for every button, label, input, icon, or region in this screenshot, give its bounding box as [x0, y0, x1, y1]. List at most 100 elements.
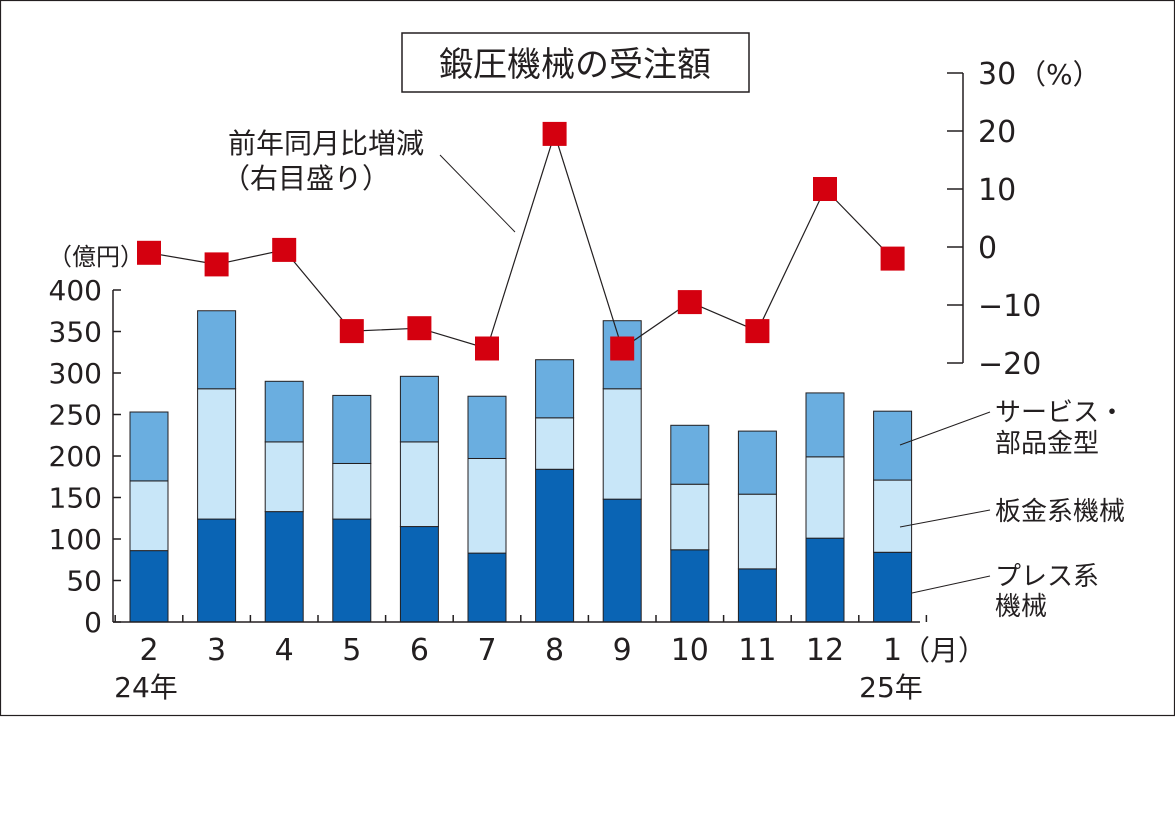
bar-segment-3-3: [197, 310, 237, 390]
bar-segment-1-10: [670, 549, 710, 623]
left-tick-label: 400: [49, 274, 102, 307]
yoy-marker-9: [610, 336, 635, 361]
x-tick-label: 9: [613, 633, 632, 668]
yoy-marker-2: [137, 240, 161, 265]
bar-segment-2-10: [670, 483, 710, 551]
yoy-marker-3: [204, 252, 229, 277]
bar-segment-1-9: [602, 498, 642, 623]
series-label-1: 機械: [995, 592, 1047, 622]
series-label-2: 板金系機械: [995, 497, 1125, 527]
bar-segment-1-5: [332, 518, 372, 623]
series-leader-2: [899, 509, 991, 528]
series-label-1: プレス系: [995, 562, 1099, 592]
bar-segment-3-1: [873, 410, 913, 481]
x-tick-label: 1: [883, 633, 902, 668]
yoy-label-line2: （右目盛り）: [222, 162, 390, 195]
left-tick-label: 350: [49, 316, 102, 349]
x-tick-label: 3: [207, 633, 226, 668]
left-tick-label: 0: [84, 606, 102, 639]
left-tick-label: 50: [66, 565, 102, 598]
bar-segment-2-2: [129, 480, 169, 552]
bar-segment-1-3: [197, 518, 237, 623]
yoy-marker-4: [272, 237, 297, 262]
x-axis: 2 3 4 5 6 7 8 9 10 11 12 1 （月） 24年 25年: [113, 615, 986, 704]
year-label-end: 25年: [859, 671, 923, 704]
left-axis: 0 50 100 150 200 250 300 350 400 （億円）: [48, 243, 144, 639]
x-tick-label: 8: [545, 633, 564, 668]
bars-layer: [129, 310, 913, 623]
bar-segment-3-7: [467, 395, 507, 459]
bar-segment-3-5: [332, 394, 372, 464]
yoy-marker-10: [677, 290, 702, 315]
bar-segment-2-6: [399, 441, 439, 528]
x-tick-label: 7: [477, 633, 496, 668]
left-tick-label: 200: [49, 440, 102, 473]
left-tick-label: 150: [49, 482, 102, 515]
yoy-marker-6: [407, 316, 432, 341]
x-tick-label: 2: [139, 633, 158, 668]
series-label-3: サービス・: [995, 398, 1125, 428]
right-tick-label: −20: [978, 347, 1041, 382]
year-label-start: 24年: [114, 671, 178, 704]
yoy-marker-8: [542, 121, 567, 146]
bar-segment-3-11: [737, 430, 777, 495]
bar-segment-2-12: [805, 456, 845, 539]
bar-segment-1-4: [264, 511, 304, 623]
bar-segment-1-8: [535, 468, 575, 623]
bar-segment-3-12: [805, 392, 845, 458]
series-leader-3: [899, 411, 991, 446]
bar-segment-2-5: [332, 462, 372, 520]
bar-segment-3-6: [399, 375, 439, 443]
yoy-marker-12: [813, 177, 837, 201]
yoy-label-line1: 前年同月比増減: [228, 127, 424, 160]
yoy-marker-7: [475, 336, 499, 361]
bar-segment-2-3: [197, 388, 237, 520]
right-tick-label: 0: [978, 231, 997, 266]
right-axis: −20 −10 0 10 20 30 （%）: [947, 57, 1101, 382]
left-axis-unit: （億円）: [48, 243, 144, 271]
right-tick-label: 10: [978, 173, 1016, 208]
x-tick-label: 5: [342, 633, 361, 668]
yoy-line-layer: [137, 121, 905, 361]
x-tick-label: 11: [738, 633, 776, 668]
bar-segment-2-1: [873, 479, 913, 553]
series-leader-1: [911, 575, 991, 594]
right-axis-unit: （%）: [1018, 58, 1101, 91]
chart-title: 鍛圧機械の受注額: [439, 45, 711, 85]
series-label-3: 部品金型: [995, 429, 1099, 459]
x-tick-label: 12: [806, 633, 844, 668]
bar-segment-1-6: [399, 526, 439, 623]
bar-segment-1-7: [467, 552, 507, 623]
chart-border: [0, 0, 1175, 717]
bar-segment-2-8: [535, 417, 575, 470]
right-tick-label: −10: [978, 289, 1041, 324]
left-tick-label: 100: [49, 523, 102, 556]
bar-segment-3-2: [129, 411, 169, 482]
x-axis-unit: （月）: [902, 634, 986, 667]
yoy-marker-11: [745, 319, 770, 344]
bar-segment-3-8: [535, 359, 575, 419]
x-tick-label: 6: [410, 633, 429, 668]
x-tick-label: 4: [275, 633, 294, 668]
title-frame: [401, 32, 750, 93]
bar-segment-2-7: [467, 457, 507, 554]
bar-segment-3-4: [264, 380, 304, 443]
right-tick-label: 20: [978, 115, 1016, 150]
left-tick-label: 250: [49, 399, 102, 432]
yoy-marker-5: [339, 319, 364, 344]
chart-title-box: 鍛圧機械の受注額: [401, 32, 750, 93]
bar-segment-1-11: [737, 568, 777, 623]
x-tick-label: 10: [671, 633, 709, 668]
bar-segment-1-2: [129, 550, 169, 623]
bar-segment-2-4: [264, 441, 304, 513]
yoy-marker-1: [880, 246, 905, 271]
right-tick-label: 30: [978, 57, 1016, 92]
bar-segment-3-10: [670, 424, 710, 485]
yoy-leader-line: [439, 154, 516, 233]
bar-segment-1-1: [873, 551, 913, 623]
bar-segment-1-12: [805, 537, 845, 623]
bar-segment-2-9: [602, 388, 642, 500]
bar-segment-2-11: [737, 493, 777, 570]
